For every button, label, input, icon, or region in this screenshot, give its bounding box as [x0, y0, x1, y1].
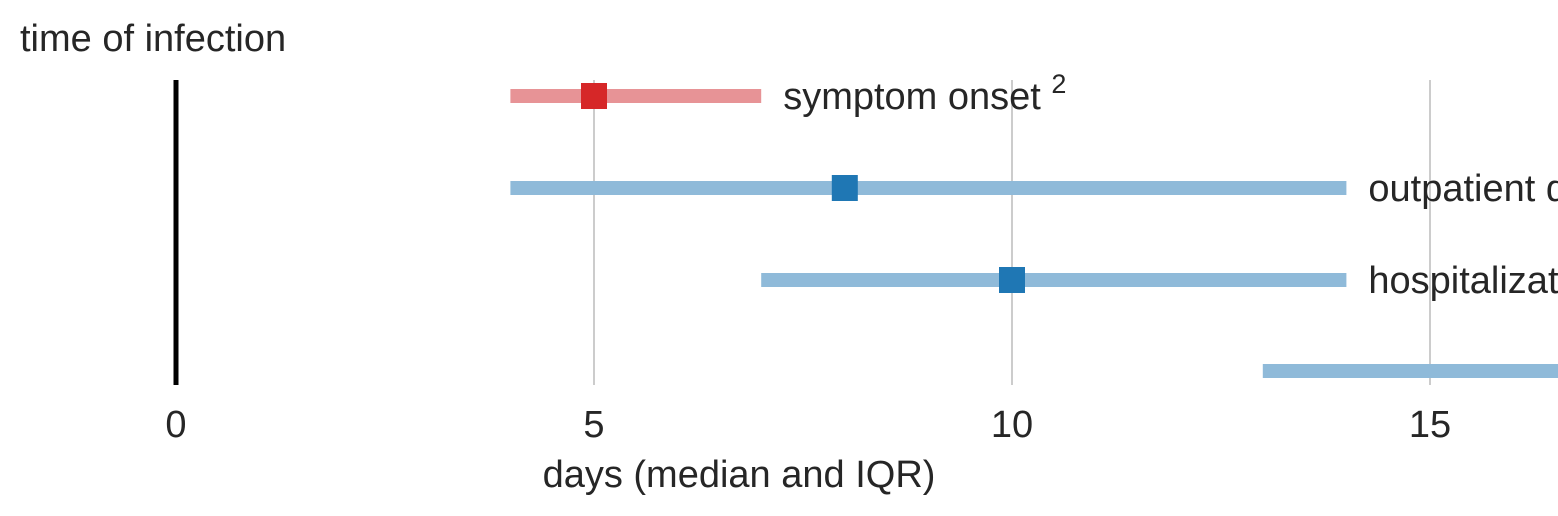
x-tick-label-15: 15	[1409, 404, 1451, 446]
median-marker-hospitalization-or-ed-visit	[999, 267, 1025, 293]
iqr-bar-outpatient-diagnosis	[510, 181, 1347, 195]
median-marker-symptom-onset	[581, 83, 607, 109]
x-tick-labels: 0510152025	[165, 404, 1451, 446]
series-label-hospitalization-or-ed-visit: hospitalization or ED visit 2, 4	[1368, 253, 1558, 302]
iqr-bar-hospitalization-or-ed-visit	[761, 273, 1347, 287]
gridlines	[593, 80, 1431, 385]
iqr-bar-death	[1262, 364, 1558, 378]
x-tick-label-10: 10	[991, 404, 1033, 446]
x-tick-label-5: 5	[583, 404, 604, 446]
series-label-outpatient-diagnosis: outpatient diagnosis 3	[1368, 161, 1558, 210]
x-tick-label-0: 0	[165, 404, 186, 446]
series-label-symptom-onset: symptom onset 2	[783, 69, 1066, 118]
x-axis-label: days (median and IQR)	[543, 454, 936, 496]
median-marker-outpatient-diagnosis	[831, 175, 858, 201]
chart-title: time of infection	[20, 18, 286, 60]
iqr-bar-symptom-onset	[510, 89, 762, 103]
series-refs-symptom-onset: 2	[1051, 69, 1066, 99]
iqr-bars: symptom onset 2 outpatient diagnosis 3 hos…	[510, 69, 1558, 378]
